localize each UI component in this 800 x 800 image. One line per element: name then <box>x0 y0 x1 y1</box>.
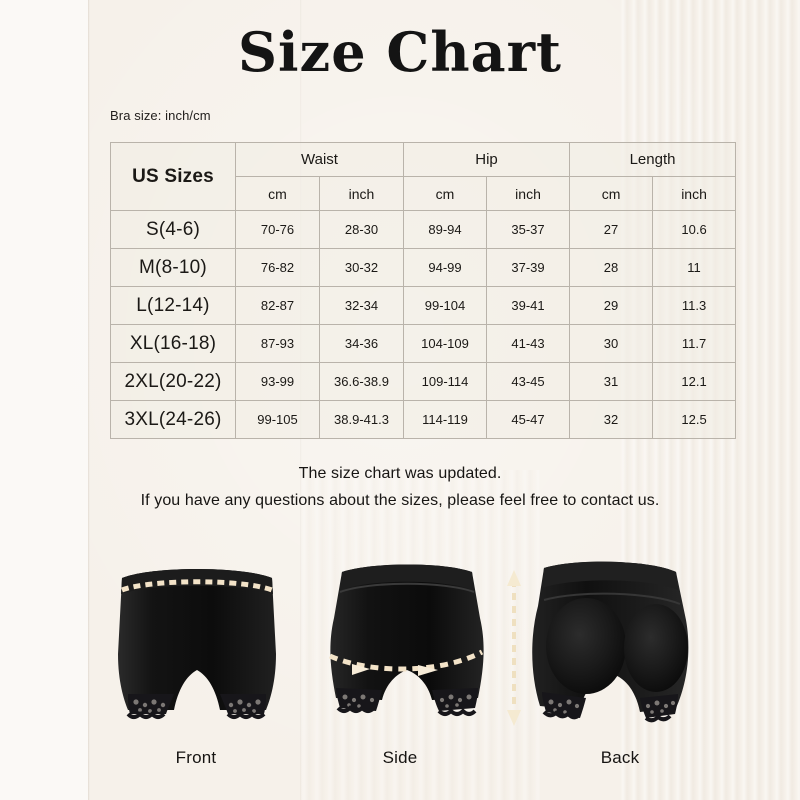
product-views <box>0 540 800 800</box>
cell-length-cm: 28 <box>569 248 654 287</box>
cell-hip-in: 37-39 <box>486 248 571 287</box>
cell-waist-in: 34-36 <box>318 324 405 363</box>
lace-trim-right <box>432 688 478 716</box>
waist-dashed-line <box>121 579 273 593</box>
table-row: 3XL(24-26) 99-105 38.9-41.3 114-119 45-4… <box>110 400 737 439</box>
cell-length-cm: 27 <box>569 210 654 249</box>
back-seam <box>543 592 681 605</box>
lace-trim-right <box>640 694 678 723</box>
cell-waist-cm: 70-76 <box>235 210 320 249</box>
cell-waist-in: 32-34 <box>318 286 405 325</box>
cell-hip-cm: 109-114 <box>403 362 488 401</box>
cell-size: 3XL(24-26) <box>110 400 236 439</box>
cell-waist-in: 28-30 <box>318 210 405 249</box>
caption-side: Side <box>382 748 418 767</box>
cell-length-in: 11.3 <box>652 286 737 325</box>
header-unit-waist-cm: cm <box>235 176 320 211</box>
table-header-row-units: cm inch cm inch cm inch <box>111 176 737 211</box>
cell-hip-cm: 114-119 <box>403 400 488 439</box>
cell-waist-in: 36.6-38.9 <box>318 362 405 401</box>
front-shorts-image <box>92 550 302 750</box>
header-unit-length-inch: inch <box>652 176 737 211</box>
cell-length-in: 11 <box>652 248 737 287</box>
caption-back: Back <box>600 748 640 767</box>
table-row: S(4-6) 70-76 28-30 89-94 35-37 27 10.6 <box>110 210 737 249</box>
cell-length-cm: 32 <box>569 400 654 439</box>
cell-waist-cm: 87-93 <box>235 324 320 363</box>
cell-hip-cm: 99-104 <box>403 286 488 325</box>
hip-arrow-head-right <box>418 665 438 676</box>
cell-size: S(4-6) <box>110 210 236 249</box>
note-contact: If you have any questions about the size… <box>140 492 660 509</box>
waistband <box>340 564 474 590</box>
lace-trim-left <box>126 694 174 719</box>
header-group-waist: Waist <box>234 142 405 177</box>
size-table: US Sizes Waist Hip Length cm inch cm inc… <box>110 142 737 439</box>
caption-front: Front <box>175 748 217 767</box>
cell-waist-cm: 76-82 <box>235 248 320 287</box>
cell-length-cm: 29 <box>569 286 654 325</box>
bra-size-label: Bra size: inch/cm <box>110 108 211 123</box>
cell-waist-cm: 82-87 <box>235 286 320 325</box>
cell-length-in: 12.1 <box>652 362 737 401</box>
cell-length-cm: 31 <box>569 362 654 401</box>
cell-length-in: 11.7 <box>652 324 737 363</box>
cell-hip-cm: 94-99 <box>403 248 488 287</box>
header-unit-hip-cm: cm <box>403 176 488 211</box>
cell-hip-in: 43-45 <box>486 362 571 401</box>
butt-lift-pad-left <box>546 598 626 694</box>
lace-trim-right <box>220 694 266 719</box>
side-shorts-image <box>300 548 510 748</box>
cell-size: XL(16-18) <box>110 324 236 363</box>
cell-length-in: 10.6 <box>652 210 737 249</box>
cell-waist-cm: 93-99 <box>235 362 320 401</box>
size-table-body: S(4-6) 70-76 28-30 89-94 35-37 27 10.6 M… <box>110 210 737 439</box>
background-seam-left <box>88 0 90 800</box>
cell-size: L(12-14) <box>110 286 236 325</box>
cell-waist-in: 30-32 <box>318 248 405 287</box>
hip-dashed-arrow-line <box>328 649 484 672</box>
header-group-hip: Hip <box>403 142 571 177</box>
table-row: 2XL(20-22) 93-99 36.6-38.9 109-114 43-45… <box>110 362 737 401</box>
cell-size: M(8-10) <box>110 248 236 287</box>
length-dashed-arrow-line <box>507 570 521 726</box>
cell-waist-in: 38.9-41.3 <box>318 400 405 439</box>
butt-lift-pad-right <box>624 604 688 692</box>
note-updated: The size chart was updated. <box>298 465 502 482</box>
cell-waist-cm: 99-105 <box>235 400 320 439</box>
hip-arrow-head-left <box>352 664 370 675</box>
table-row: M(8-10) 76-82 30-32 94-99 37-39 28 11 <box>110 248 737 287</box>
table-row: L(12-14) 82-87 32-34 99-104 39-41 29 11.… <box>110 286 737 325</box>
header-us-sizes: US Sizes <box>110 142 236 211</box>
back-shorts-image <box>500 546 710 746</box>
lace-trim-left <box>542 692 586 720</box>
cell-hip-in: 45-47 <box>486 400 571 439</box>
lace-trim-left <box>336 688 382 713</box>
cell-hip-cm: 89-94 <box>403 210 488 249</box>
background-left-strip <box>0 0 88 800</box>
cell-hip-in: 41-43 <box>486 324 571 363</box>
size-table-wrapper: US Sizes Waist Hip Length cm inch cm inc… <box>110 142 737 439</box>
cell-length-cm: 30 <box>569 324 654 363</box>
header-unit-length-cm: cm <box>569 176 654 211</box>
cell-hip-in: 35-37 <box>486 210 571 249</box>
waistband-seam <box>339 582 475 593</box>
header-unit-hip-inch: inch <box>486 176 571 211</box>
waistband <box>542 561 678 590</box>
cell-hip-cm: 104-109 <box>403 324 488 363</box>
table-header-row-groups: US Sizes Waist Hip Length <box>110 142 737 211</box>
cell-size: 2XL(20-22) <box>110 362 236 401</box>
header-unit-waist-inch: inch <box>318 176 405 211</box>
garment-body <box>118 569 276 710</box>
page-title: Size Chart <box>238 20 562 84</box>
notes-block: The size chart was updated. If you have … <box>0 460 800 514</box>
header-group-length: Length <box>569 142 737 177</box>
table-row: XL(16-18) 87-93 34-36 104-109 41-43 30 1… <box>110 324 737 363</box>
cell-hip-in: 39-41 <box>486 286 571 325</box>
cell-length-in: 12.5 <box>652 400 737 439</box>
